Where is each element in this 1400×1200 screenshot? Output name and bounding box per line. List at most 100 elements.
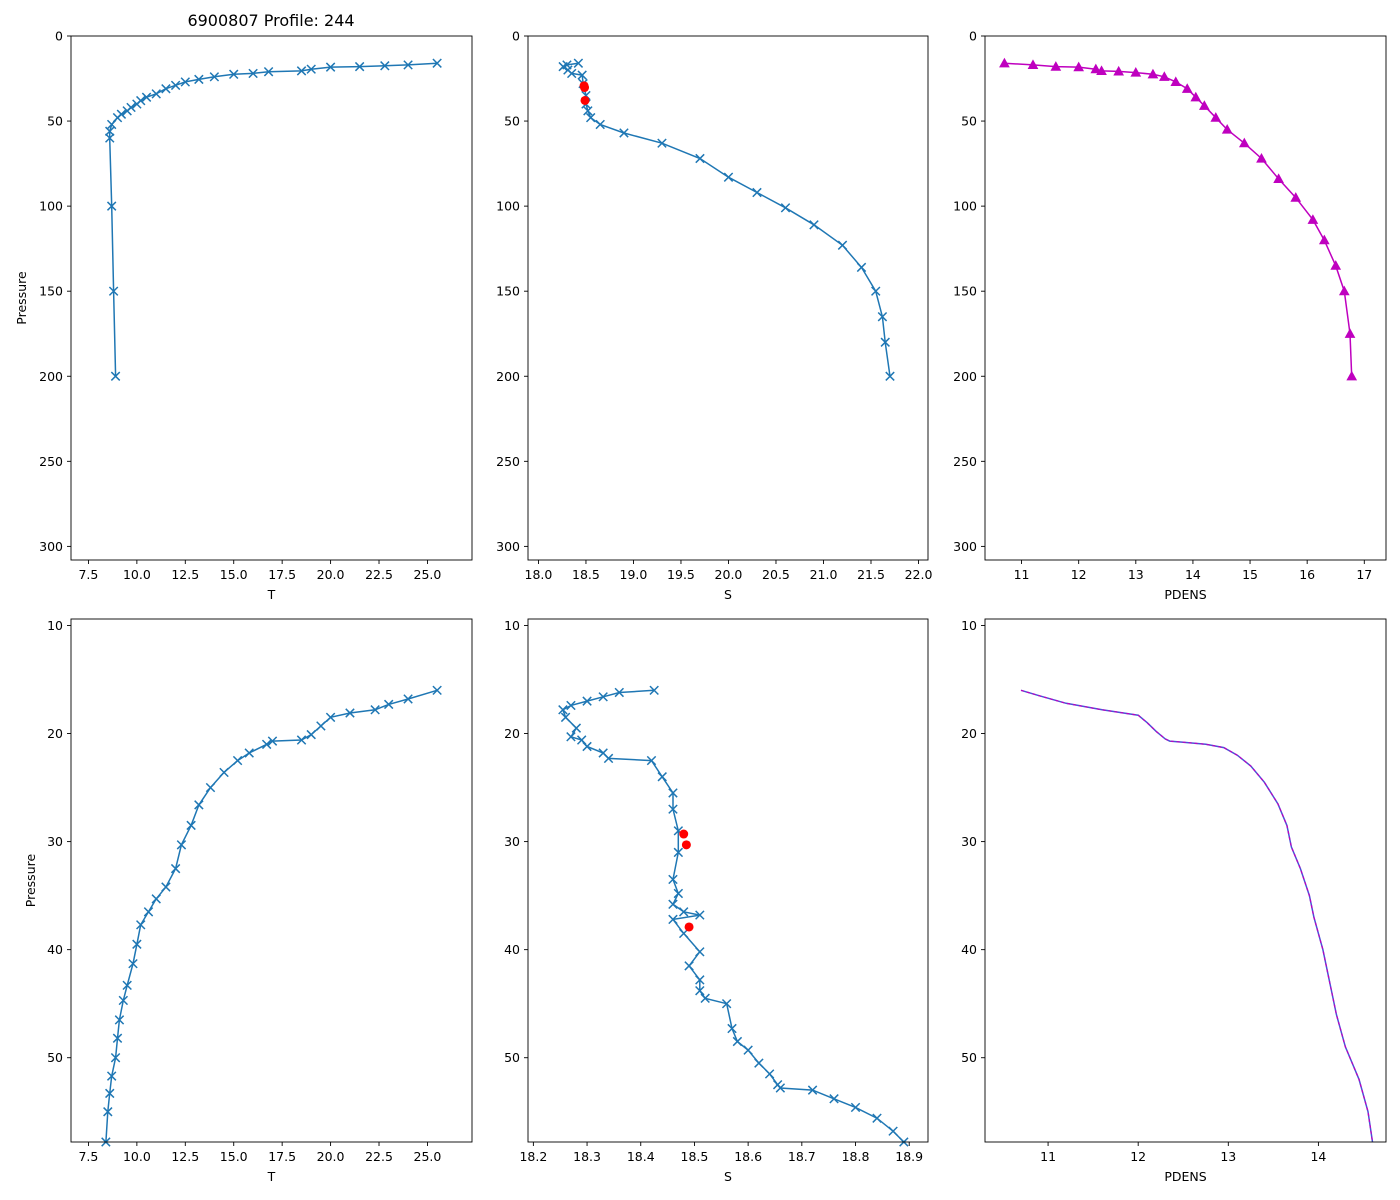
dens-full-y-tick-label: 0 [969, 29, 977, 44]
sal-zoom-point [668, 914, 678, 925]
sal-zoom-y-tick-label: 20 [504, 726, 520, 741]
sal-zoom-point [614, 687, 625, 698]
dens-full-x-tick-label: 14 [1185, 567, 1201, 582]
temp-full-x-axis-label: T [267, 587, 276, 602]
temp-full-point [110, 371, 121, 381]
sal-zoom-point [576, 735, 587, 745]
temp-zoom-point [403, 694, 413, 704]
dens-zoom-y-tick-label: 50 [961, 1050, 977, 1065]
sal-zoom-x-tick-label: 18.7 [788, 1149, 816, 1164]
sal-full-point [880, 337, 890, 347]
temp-full-point [108, 286, 119, 296]
temp-zoom-series-line [105, 689, 438, 1143]
sal-zoom-point [695, 985, 705, 996]
dens-full-point [1159, 71, 1170, 81]
sal-zoom-point [566, 732, 576, 742]
temp-full-point [354, 61, 365, 72]
temp-full-point [296, 66, 307, 76]
temp-full-point [161, 84, 171, 94]
temp-full-x-tick-label: 25.0 [414, 567, 442, 582]
sal-zoom-point [571, 723, 582, 733]
temp-full-point [403, 60, 413, 70]
dens-zoom-x-tick-label: 13 [1220, 1149, 1236, 1164]
chart-dens-zoom: 11 12 13 14 10 20 30 40 50 PDENS [961, 618, 1387, 1184]
temp-zoom-point [105, 1088, 115, 1099]
temp-zoom-point [118, 995, 129, 1006]
temp-zoom-point [176, 840, 187, 850]
temp-zoom-point [306, 729, 316, 740]
sal-zoom-point [603, 753, 614, 764]
sal-full-point [856, 262, 867, 273]
sal-full-point [780, 203, 791, 213]
temp-zoom-point [194, 800, 204, 810]
sal-zoom-y-tick-label: 50 [504, 1050, 520, 1065]
sal-zoom-point [673, 888, 684, 899]
sal-zoom-point [668, 788, 678, 798]
sal-zoom-point [695, 975, 705, 985]
temp-full-point [209, 72, 220, 82]
temp-zoom-x-tick-label: 10.0 [123, 1149, 151, 1164]
temp-zoom-point [316, 721, 326, 731]
dens-full-point [1290, 192, 1302, 202]
temp-zoom-point [219, 767, 229, 778]
sal-zoom-point [668, 804, 678, 814]
sal-zoom-point [560, 712, 571, 723]
dens-full-point [1210, 112, 1222, 122]
dens-full-point [1090, 63, 1102, 74]
sal-zoom-point [850, 1102, 861, 1113]
dens-zoom-y-tick-label: 10 [961, 618, 977, 633]
temp-full-point [194, 74, 204, 85]
sal-zoom-flagged-point [681, 840, 691, 850]
sal-full-y-tick-label: 300 [496, 539, 520, 554]
sal-full-point [573, 58, 584, 68]
sal-zoom-point [649, 685, 659, 696]
sal-zoom-point [754, 1058, 764, 1068]
sal-zoom-point [668, 874, 678, 885]
temp-zoom-point [110, 1052, 121, 1063]
sal-full-x-tick-label: 19.0 [620, 567, 648, 582]
temp-full-y-tick-label: 100 [39, 199, 63, 214]
temp-zoom-point [143, 907, 154, 917]
sal-zoom-axes-frame [527, 618, 929, 1143]
temp-zoom-point [170, 863, 181, 874]
temp-full-point [380, 61, 390, 71]
chart-dens-full: 11 12 13 14 15 16 17 0 50 100 150 200 250 300 PDENS [953, 29, 1387, 602]
dens-full-x-tick-label: 15 [1242, 567, 1258, 582]
sal-full-point [885, 371, 895, 381]
dens-full-point [1330, 260, 1342, 270]
dens-full-point [1338, 285, 1350, 296]
dens-full-x-tick-label: 17 [1356, 567, 1372, 582]
sal-zoom-x-tick-label: 18.4 [627, 1149, 655, 1164]
figure-title: 6900807 Profile: 244 [187, 11, 354, 30]
sal-full-x-tick-label: 21.5 [857, 567, 885, 582]
sal-full-point [595, 119, 605, 130]
sal-zoom-point [888, 1126, 898, 1136]
dens-full-point [1318, 234, 1330, 245]
temp-zoom-point [161, 882, 171, 892]
temp-full-point [105, 133, 115, 143]
sal-zoom-point [743, 1045, 753, 1055]
temp-full-x-tick-label: 10.0 [123, 567, 151, 582]
temp-full-point [306, 64, 316, 74]
temp-full-y-axis-label: Pressure [14, 271, 29, 325]
dens-full-point [1346, 370, 1358, 381]
sal-zoom-point [872, 1113, 882, 1123]
dens-full-point [1027, 59, 1039, 70]
sal-zoom-point [558, 705, 568, 715]
temp-full-x-tick-label: 17.5 [268, 567, 296, 582]
temp-full-x-tick-label: 12.5 [171, 567, 199, 582]
dens-full-point [1170, 76, 1182, 87]
dens-full-point [1273, 173, 1284, 184]
sal-zoom-point [646, 755, 657, 766]
sal-full-x-tick-label: 18.0 [525, 567, 553, 582]
dens-zoom-y-tick-label: 30 [961, 834, 977, 849]
chart-temp-zoom: 7.5 10.0 12.5 15.0 17.5 20.0 22.5 25.0 10 20 30 40 5… [23, 618, 473, 1184]
dens-zoom-x-tick-label: 12 [1130, 1149, 1146, 1164]
temp-zoom-point [345, 708, 355, 718]
temp-zoom-y-tick-label: 50 [47, 1050, 63, 1065]
sal-zoom-x-axis-label: S [724, 1169, 732, 1184]
sal-zoom-x-tick-label: 18.3 [573, 1149, 601, 1164]
sal-zoom-point [700, 993, 710, 1004]
